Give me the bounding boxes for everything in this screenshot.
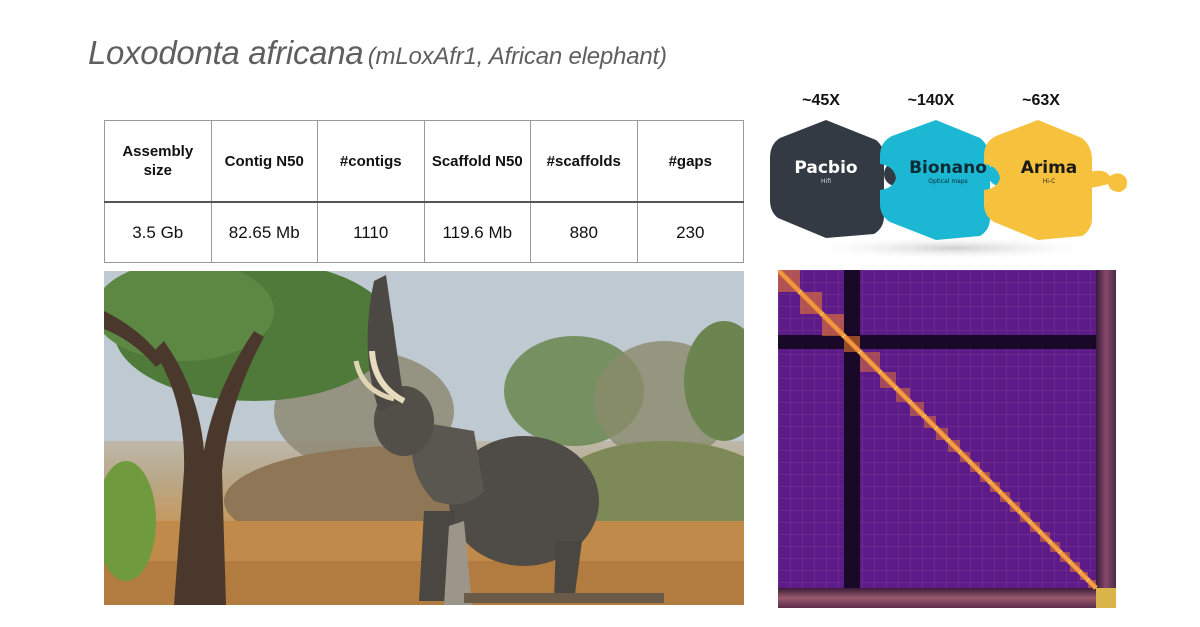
arima-label: Arima Hi-C	[1006, 158, 1092, 185]
cell-assembly-size: 3.5 Gb	[104, 201, 212, 263]
cell-contigs: 1110	[317, 201, 425, 263]
header-contig-n50: Contig N50	[210, 120, 318, 203]
header-assembly-size: Assembly size	[104, 120, 212, 203]
cell-contig-n50: 82.65 Mb	[210, 201, 318, 263]
elephant-photo	[104, 271, 744, 605]
bionano-label: Bionano Optical maps	[896, 158, 1000, 185]
arima-detail: Hi-C	[1042, 178, 1056, 185]
pacbio-label: Pacbio Hifi	[768, 158, 884, 185]
arima-coverage: ~63X	[1022, 92, 1060, 109]
arima-piece	[984, 120, 1128, 240]
cell-scaffolds: 880	[530, 201, 638, 263]
table-row: 3.5 Gb 82.65 Mb 1110 119.6 Mb 880 230	[104, 201, 744, 263]
bionano-name: Bionano	[909, 158, 987, 178]
hic-contact-map	[778, 270, 1116, 608]
pacbio-detail: Hifi	[821, 178, 831, 185]
table-header-row: Assembly size Contig N50 #contigs Scaffo…	[104, 120, 744, 203]
header-gaps: #gaps	[636, 120, 744, 203]
bionano-detail: Optical maps	[928, 178, 968, 185]
hic-diagonal	[778, 270, 1098, 590]
species-subtitle: (mLoxAfr1, African elephant)	[367, 43, 667, 70]
species-name: Loxodonta africana	[88, 34, 364, 71]
sequencing-technologies-puzzle: Pacbio Hifi Bionano Optical maps Arima H…	[768, 118, 1130, 263]
slide-title: Loxodonta africana (mLoxAfr1, African el…	[88, 34, 667, 72]
header-scaffolds: #scaffolds	[530, 120, 638, 203]
cell-scaffold-n50: 119.6 Mb	[423, 201, 531, 263]
pacbio-name: Pacbio	[794, 158, 858, 178]
puzzle-shadow	[803, 236, 1103, 260]
arima-name: Arima	[1020, 158, 1078, 178]
cell-gaps: 230	[636, 201, 744, 263]
header-scaffold-n50: Scaffold N50	[423, 120, 531, 203]
pacbio-coverage: ~45X	[802, 92, 840, 109]
header-contigs: #contigs	[317, 120, 425, 203]
assembly-stats-table: Assembly size Contig N50 #contigs Scaffo…	[104, 120, 744, 263]
bionano-coverage: ~140X	[907, 92, 955, 109]
